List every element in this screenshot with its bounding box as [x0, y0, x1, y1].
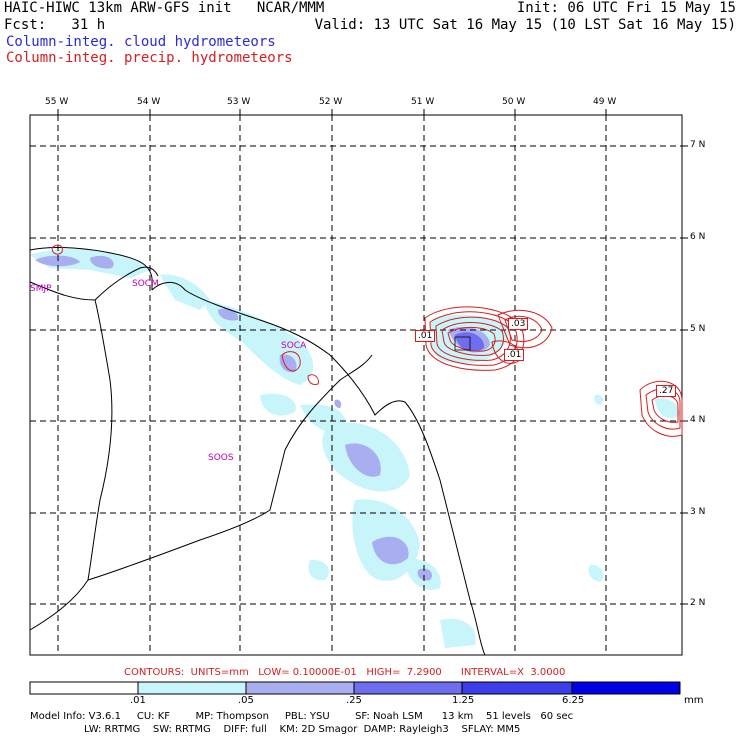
colorbar-unit: mm [684, 695, 704, 706]
colorbar-tick-label: .01 [130, 695, 146, 706]
contour-value-label: .03 [508, 318, 529, 330]
colorbar [29, 681, 681, 695]
lon-label: 52 W [319, 97, 343, 107]
header-title: HAIC-HIWC 13km ARW-GFS init NCAR/MMM [4, 0, 325, 16]
contours-info: CONTOURS: UNITS=mm LOW= 0.10000E-01 HIGH… [124, 667, 566, 678]
station-label: SOCM [132, 279, 159, 289]
contour-value-label: .01 [415, 330, 436, 342]
lon-label: 55 W [45, 97, 69, 107]
init-time: Init: 06 UTC Fri 15 May 15 [516, 0, 736, 16]
legend-cloud-hydrometeors: Column-integ. cloud hydrometeors [6, 34, 276, 50]
legend-precip-hydrometeors: Column-integ. precip. hydrometeors [6, 50, 293, 66]
model-info-line1: Model Info: V3.6.1 CU: KF MP: Thompson P… [30, 711, 574, 722]
axis-ticks [57, 109, 688, 605]
colorbar-tick-label: 1.25 [452, 695, 475, 706]
forecast-hour: Fcst: 31 h [4, 17, 106, 33]
cloud-shading-medium [35, 255, 490, 581]
colorbar-tick-label: 6.25 [562, 695, 585, 706]
contour-value-label: .27 [656, 385, 677, 397]
station-label: SOOS [208, 453, 234, 463]
lat-lon-grid [30, 115, 682, 655]
lon-label: 51 W [411, 97, 435, 107]
lat-label: 2 N [690, 598, 706, 608]
lat-label: 4 N [690, 415, 706, 425]
contour-value-label: .01 [504, 349, 525, 361]
lon-label: 53 W [227, 97, 251, 107]
lon-label: 54 W [137, 97, 161, 107]
lat-label: 6 N [690, 232, 706, 242]
lat-label: 5 N [690, 324, 706, 334]
lat-label: 7 N [690, 140, 706, 150]
coastline [29, 247, 486, 656]
colorbar-tick-label: .05 [238, 695, 254, 706]
lat-label: 3 N [690, 507, 706, 517]
map-frame [29, 114, 683, 656]
station-label: SOCA [281, 341, 307, 351]
station-label: SMJP [30, 284, 52, 294]
valid-time: Valid: 13 UTC Sat 16 May 15 (10 LST Sat … [314, 17, 736, 33]
precip-contours [51, 244, 683, 437]
colorbar-tick-label: .25 [346, 695, 362, 706]
lon-label: 50 W [502, 97, 526, 107]
lon-label: 49 W [593, 97, 617, 107]
model-info-line2: LW: RRTMG SW: RRTMG DIFF: full KM: 2D Sm… [30, 724, 521, 735]
